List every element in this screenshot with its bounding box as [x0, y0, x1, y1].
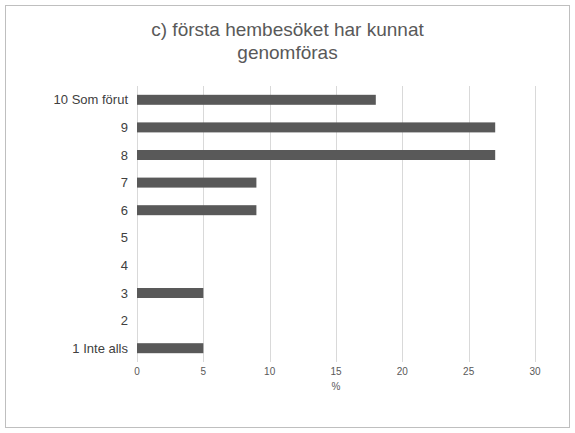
- chart-frame: [6, 6, 570, 428]
- bar: [137, 122, 495, 132]
- category-label: 8: [121, 148, 128, 163]
- category-label: 10 Som förut: [54, 92, 129, 107]
- category-label: 7: [121, 175, 128, 190]
- bar: [137, 260, 138, 270]
- category-label: 2: [121, 313, 128, 328]
- chart: 0 5 10 15 20 25 30 10 Som förut 9 8 7 6 5 4 3 2 1 Inte a…: [0, 0, 575, 433]
- tick-label: 30: [529, 366, 541, 377]
- grid-line: [535, 86, 536, 362]
- title: c) första hembesöket har kunnatgenomföra…: [151, 19, 424, 63]
- category-label: 3: [121, 286, 128, 301]
- category-label: 6: [121, 203, 128, 218]
- title-line: genomföras: [237, 42, 337, 63]
- tick-label: 5: [201, 366, 207, 377]
- bar: [137, 95, 376, 105]
- tick-label: 10: [264, 366, 276, 377]
- category-label: 9: [121, 120, 128, 135]
- bar: [137, 233, 138, 243]
- category-label: 1 Inte alls: [72, 341, 128, 356]
- category-label: 5: [121, 230, 128, 245]
- bar: [137, 343, 203, 353]
- category-label: 4: [121, 258, 128, 273]
- bar: [137, 150, 495, 160]
- title-line: c) första hembesöket har kunnat: [151, 19, 424, 40]
- tick-label: 15: [330, 366, 342, 377]
- bar: [137, 288, 203, 298]
- bar: [137, 316, 138, 326]
- bar: [137, 205, 256, 215]
- tick-label: 0: [134, 366, 140, 377]
- tick-label: 25: [463, 366, 475, 377]
- tick-label: 20: [397, 366, 409, 377]
- bar: [137, 178, 256, 188]
- axis-label: %: [332, 381, 341, 392]
